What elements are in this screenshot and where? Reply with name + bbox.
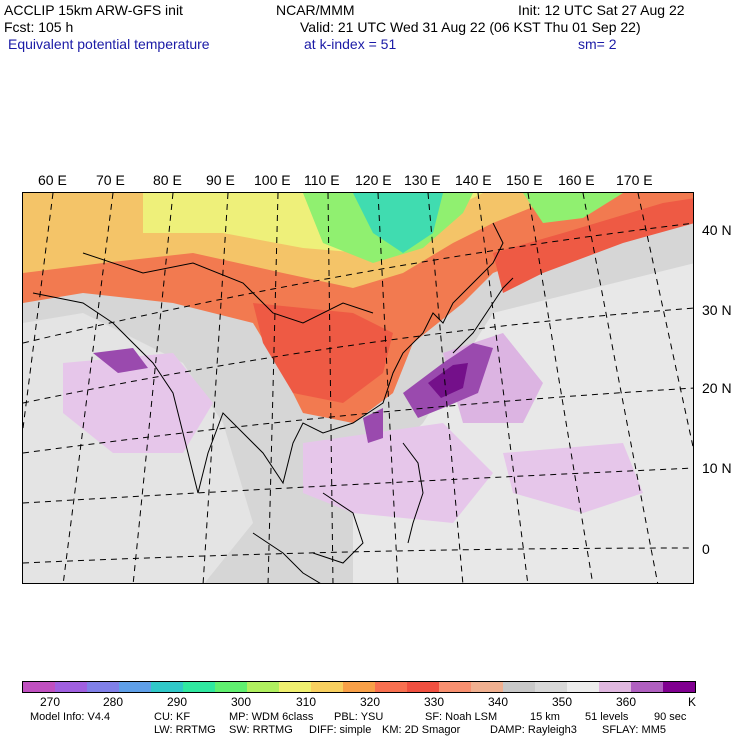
colorbar-swatch-4: [151, 682, 183, 692]
footer-pbl: PBL: YSU: [334, 711, 384, 723]
footer-sf: SF: Noah LSM: [425, 711, 498, 723]
border-lines: [82, 252, 374, 324]
graticule-lat-40n: [23, 222, 693, 344]
colorbar-swatch-5: [183, 682, 215, 692]
japan-coastline: [452, 277, 514, 354]
lon-label-130e: 130 E: [404, 172, 441, 188]
lon-label-100e: 100 E: [254, 172, 291, 188]
colorbar-swatch-2: [87, 682, 119, 692]
colorbar-swatch-6: [215, 682, 247, 692]
dark-purple-core: [428, 363, 468, 398]
colorbar-swatch-0: [23, 682, 55, 692]
graticule-lon-160e: [582, 193, 659, 583]
lon-label-120e: 120 E: [355, 172, 392, 188]
graticule-lon-170e: [637, 193, 693, 450]
lon-label-80e: 80 E: [153, 172, 182, 188]
footer-resolution: 15 km: [530, 711, 560, 723]
graticule: [23, 193, 693, 583]
footer-damp: DAMP: Rayleigh3: [490, 724, 577, 736]
green-northeast: [523, 193, 623, 223]
lon-label-70e: 70 E: [96, 172, 125, 188]
colorbar-tick-310: 310: [296, 695, 317, 709]
colorbar-swatch-18: [599, 682, 631, 692]
model-title: ACCLIP 15km ARW-GFS init: [4, 2, 183, 18]
footer-model-info: Model Info: V4.4: [30, 711, 111, 723]
lat-label-40n: 40 N: [702, 222, 732, 238]
lat-label-30n: 30 N: [702, 302, 732, 318]
graticule-lat-0: [23, 547, 693, 564]
colorbar-tick-320: 320: [360, 695, 381, 709]
colorbar-tick-360: 360: [616, 695, 637, 709]
lon-label-170e: 170 E: [616, 172, 653, 188]
purple-patch-taiwan: [363, 408, 383, 443]
coastlines: [32, 222, 514, 583]
footer-timestep: 90 sec: [654, 711, 687, 723]
colorbar-swatch-9: [311, 682, 343, 692]
colorbar-tick-270: 270: [40, 695, 61, 709]
k-index-label: at k-index = 51: [304, 36, 397, 52]
lon-label-160e: 160 E: [558, 172, 595, 188]
colorbar-swatch-12: [407, 682, 439, 692]
colorbar-tick-340: 340: [488, 695, 509, 709]
lon-label-140e: 140 E: [455, 172, 492, 188]
map-canvas: [23, 193, 693, 583]
footer-levels: 51 levels: [585, 711, 629, 723]
philippines-coastline: [402, 442, 424, 544]
colorbar-swatch-17: [567, 682, 599, 692]
valid-time: Valid: 21 UTC Wed 31 Aug 22 (06 KST Thu …: [300, 19, 641, 35]
footer-lw: LW: RRTMG: [154, 724, 216, 736]
colorbar-swatch-8: [279, 682, 311, 692]
lon-label-90e: 90 E: [206, 172, 235, 188]
lon-label-110e: 110 E: [304, 172, 340, 188]
sumatra-coastline: [252, 532, 321, 583]
graticule-lon-150e: [527, 193, 594, 583]
lat-label-20n: 20 N: [702, 380, 732, 396]
colorbar-tick-300: 300: [231, 695, 252, 709]
lilac-patch-india: [63, 353, 213, 453]
lon-label-60e: 60 E: [38, 172, 67, 188]
footer-sflay: SFLAY: MM5: [602, 724, 666, 736]
center-name: NCAR/MMM: [276, 2, 355, 18]
colorbar-swatch-13: [439, 682, 471, 692]
footer-mp: MP: WDM 6class: [229, 711, 314, 723]
colorbar-swatch-20: [663, 682, 695, 692]
forecast-hour: Fcst: 105 h: [4, 19, 74, 35]
footer-km: KM: 2D Smagor: [382, 724, 461, 736]
purple-patch-india: [93, 348, 148, 373]
colorbar-unit: K: [688, 695, 697, 709]
colorbar-swatch-15: [503, 682, 535, 692]
colorbar-tick-280: 280: [103, 695, 124, 709]
colorbar-swatch-14: [471, 682, 503, 692]
colorbar-swatch-3: [119, 682, 151, 692]
asia-coastline: [32, 222, 504, 494]
smoothing-label: sm= 2: [578, 36, 617, 52]
lilac-patch-scs: [303, 423, 493, 523]
footer-sw: SW: RRTMG: [229, 724, 293, 736]
colorbar-tick-290: 290: [167, 695, 188, 709]
red-core-china: [253, 303, 393, 403]
red-band-northwest-pacific: [493, 198, 693, 293]
colorbar-swatch-10: [343, 682, 375, 692]
init-time: Init: 12 UTC Sat 27 Aug 22: [518, 2, 685, 18]
footer-diff: DIFF: simple: [309, 724, 372, 736]
teal-core: [353, 193, 443, 253]
colorbar-swatch-19: [631, 682, 663, 692]
colorbar-swatch-11: [375, 682, 407, 692]
colorbar: [22, 681, 696, 693]
lilac-patch-east: [503, 443, 643, 513]
colorbar-tick-350: 350: [552, 695, 573, 709]
theta-e-map: [22, 192, 694, 584]
footer-cu: CU: KF: [154, 711, 191, 723]
colorbar-swatch-16: [535, 682, 567, 692]
colorbar-tick-330: 330: [424, 695, 445, 709]
lat-label-0: 0: [702, 541, 710, 557]
lon-label-150e: 150 E: [506, 172, 543, 188]
field-name: Equivalent potential temperature: [8, 36, 210, 52]
lat-label-10n: 10 N: [702, 460, 732, 476]
graticule-lat-30n: [23, 307, 693, 404]
colorbar-swatch-1: [55, 682, 87, 692]
colorbar-swatch-7: [247, 682, 279, 692]
borneo-coastline: [312, 492, 364, 564]
